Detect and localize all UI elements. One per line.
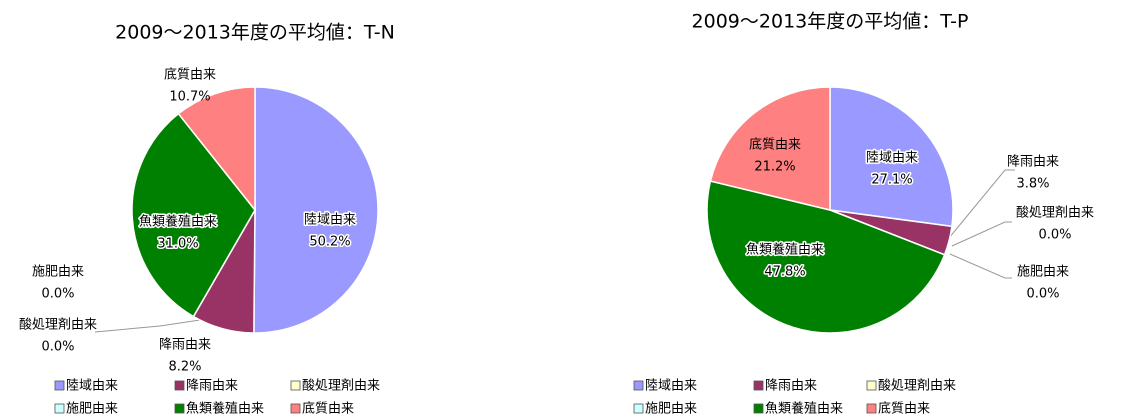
legend-label: 施肥由来 — [66, 402, 118, 417]
legend-swatch — [753, 380, 764, 391]
chart-title: 2009～2013年度の平均値：T-N — [115, 22, 395, 44]
legend-swatch — [753, 403, 764, 414]
legend-label: 施肥由来 — [645, 402, 697, 417]
legend-label: 魚類養殖由来 — [765, 401, 843, 417]
legend-swatch — [866, 380, 877, 391]
pie-slice — [706, 180, 946, 334]
legend-swatch — [290, 403, 301, 414]
slice-value-label: 47.8% — [764, 265, 805, 280]
slice-value-label: 10.7% — [169, 90, 210, 105]
slice-label: 魚類養殖由来 — [139, 214, 217, 230]
slice-label: 陸域由来 — [866, 150, 918, 166]
legend-label: 酸処理剤由来 — [302, 378, 380, 394]
slice-label: 底質由来 — [749, 137, 801, 153]
pie-slice — [253, 86, 379, 334]
pie-slice — [829, 86, 954, 228]
legend-label: 降雨由来 — [186, 379, 238, 394]
slice-label: 施肥由来 — [1017, 265, 1069, 280]
leader-line — [948, 169, 1015, 239]
legend-swatch — [633, 403, 644, 414]
leader-line — [94, 319, 201, 333]
legend-swatch — [54, 380, 65, 391]
legend-swatch — [174, 380, 185, 391]
slice-value-label: 3.8% — [1016, 177, 1049, 192]
slice-label: 酸処理剤由来 — [19, 317, 97, 333]
pie-slice — [709, 86, 831, 211]
pie-slice — [131, 112, 256, 318]
leader-line — [949, 253, 1012, 279]
slice-value-label: 31.0% — [157, 237, 198, 252]
slice-value-label: 8.2% — [168, 360, 201, 375]
leader-line — [951, 221, 1012, 247]
slice-value-label: 0.0% — [1026, 287, 1059, 302]
legend-swatch — [174, 403, 185, 414]
legend-label: 陸域由来 — [645, 378, 697, 394]
legend-label: 底質由来 — [302, 401, 354, 417]
slice-label: 降雨由来 — [159, 338, 211, 353]
slice-value-label: 0.0% — [1038, 228, 1071, 243]
slice-label: 降雨由来 — [1007, 155, 1059, 170]
pie-slice — [177, 86, 256, 213]
legend-swatch — [633, 380, 644, 391]
slice-value-label: 21.2% — [754, 160, 795, 175]
slice-value-label: 0.0% — [41, 287, 74, 302]
legend-swatch — [866, 403, 877, 414]
slice-value-label: 0.0% — [41, 340, 74, 355]
slice-label: 底質由来 — [164, 67, 216, 83]
slice-label: 施肥由来 — [32, 265, 84, 280]
legend-label: 酸処理剤由来 — [878, 378, 956, 394]
slice-label: 陸域由来 — [304, 212, 356, 228]
legend-label: 魚類養殖由来 — [186, 401, 264, 417]
legend-label: 陸域由来 — [66, 378, 118, 394]
legend-swatch — [290, 380, 301, 391]
legend-label: 底質由来 — [878, 401, 930, 417]
slice-value-label: 27.1% — [871, 173, 912, 188]
chart-title: 2009～2013年度の平均値：T-P — [692, 11, 969, 33]
slice-value-label: 50.2% — [309, 235, 350, 250]
slice-label: 酸処理剤由来 — [1016, 205, 1094, 221]
slice-label: 魚類養殖由来 — [746, 242, 824, 258]
legend-swatch — [54, 403, 65, 414]
legend-label: 降雨由来 — [765, 379, 817, 394]
